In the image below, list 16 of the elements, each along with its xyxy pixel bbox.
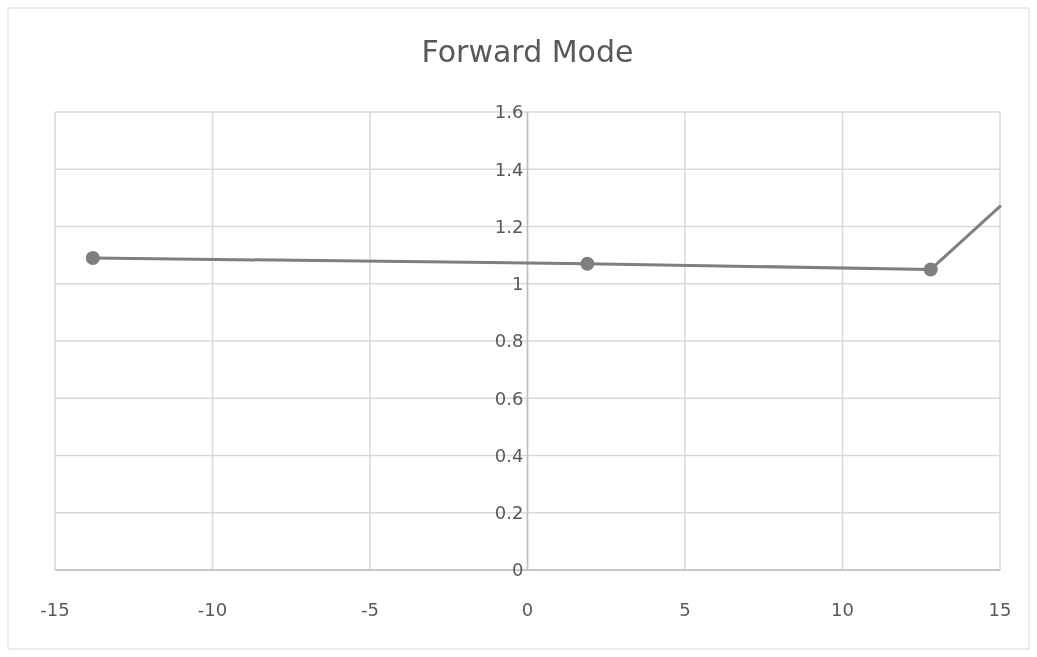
y-tick-label: 0.6 — [494, 387, 524, 409]
x-tick-label: 5 — [679, 599, 691, 620]
y-tick-label: 0.4 — [494, 444, 524, 466]
y-tick-label: 0.2 — [494, 502, 524, 524]
y-tick-label: 0.8 — [494, 330, 524, 352]
x-tick-label: 15 — [988, 599, 1012, 620]
y-tick-label: 1.4 — [494, 158, 524, 180]
x-tick-label: -5 — [361, 599, 379, 620]
x-tick-label: 10 — [831, 599, 854, 620]
y-tick-label: 0 — [512, 559, 524, 581]
y-tick-label: 1.2 — [494, 215, 524, 237]
y-tick-label: 1 — [512, 273, 524, 295]
x-tick-label: -15 — [40, 599, 70, 620]
x-tick-label: -10 — [197, 599, 228, 620]
y-tick-label: 1.6 — [494, 101, 524, 123]
chart-title: Forward Mode — [421, 34, 634, 69]
